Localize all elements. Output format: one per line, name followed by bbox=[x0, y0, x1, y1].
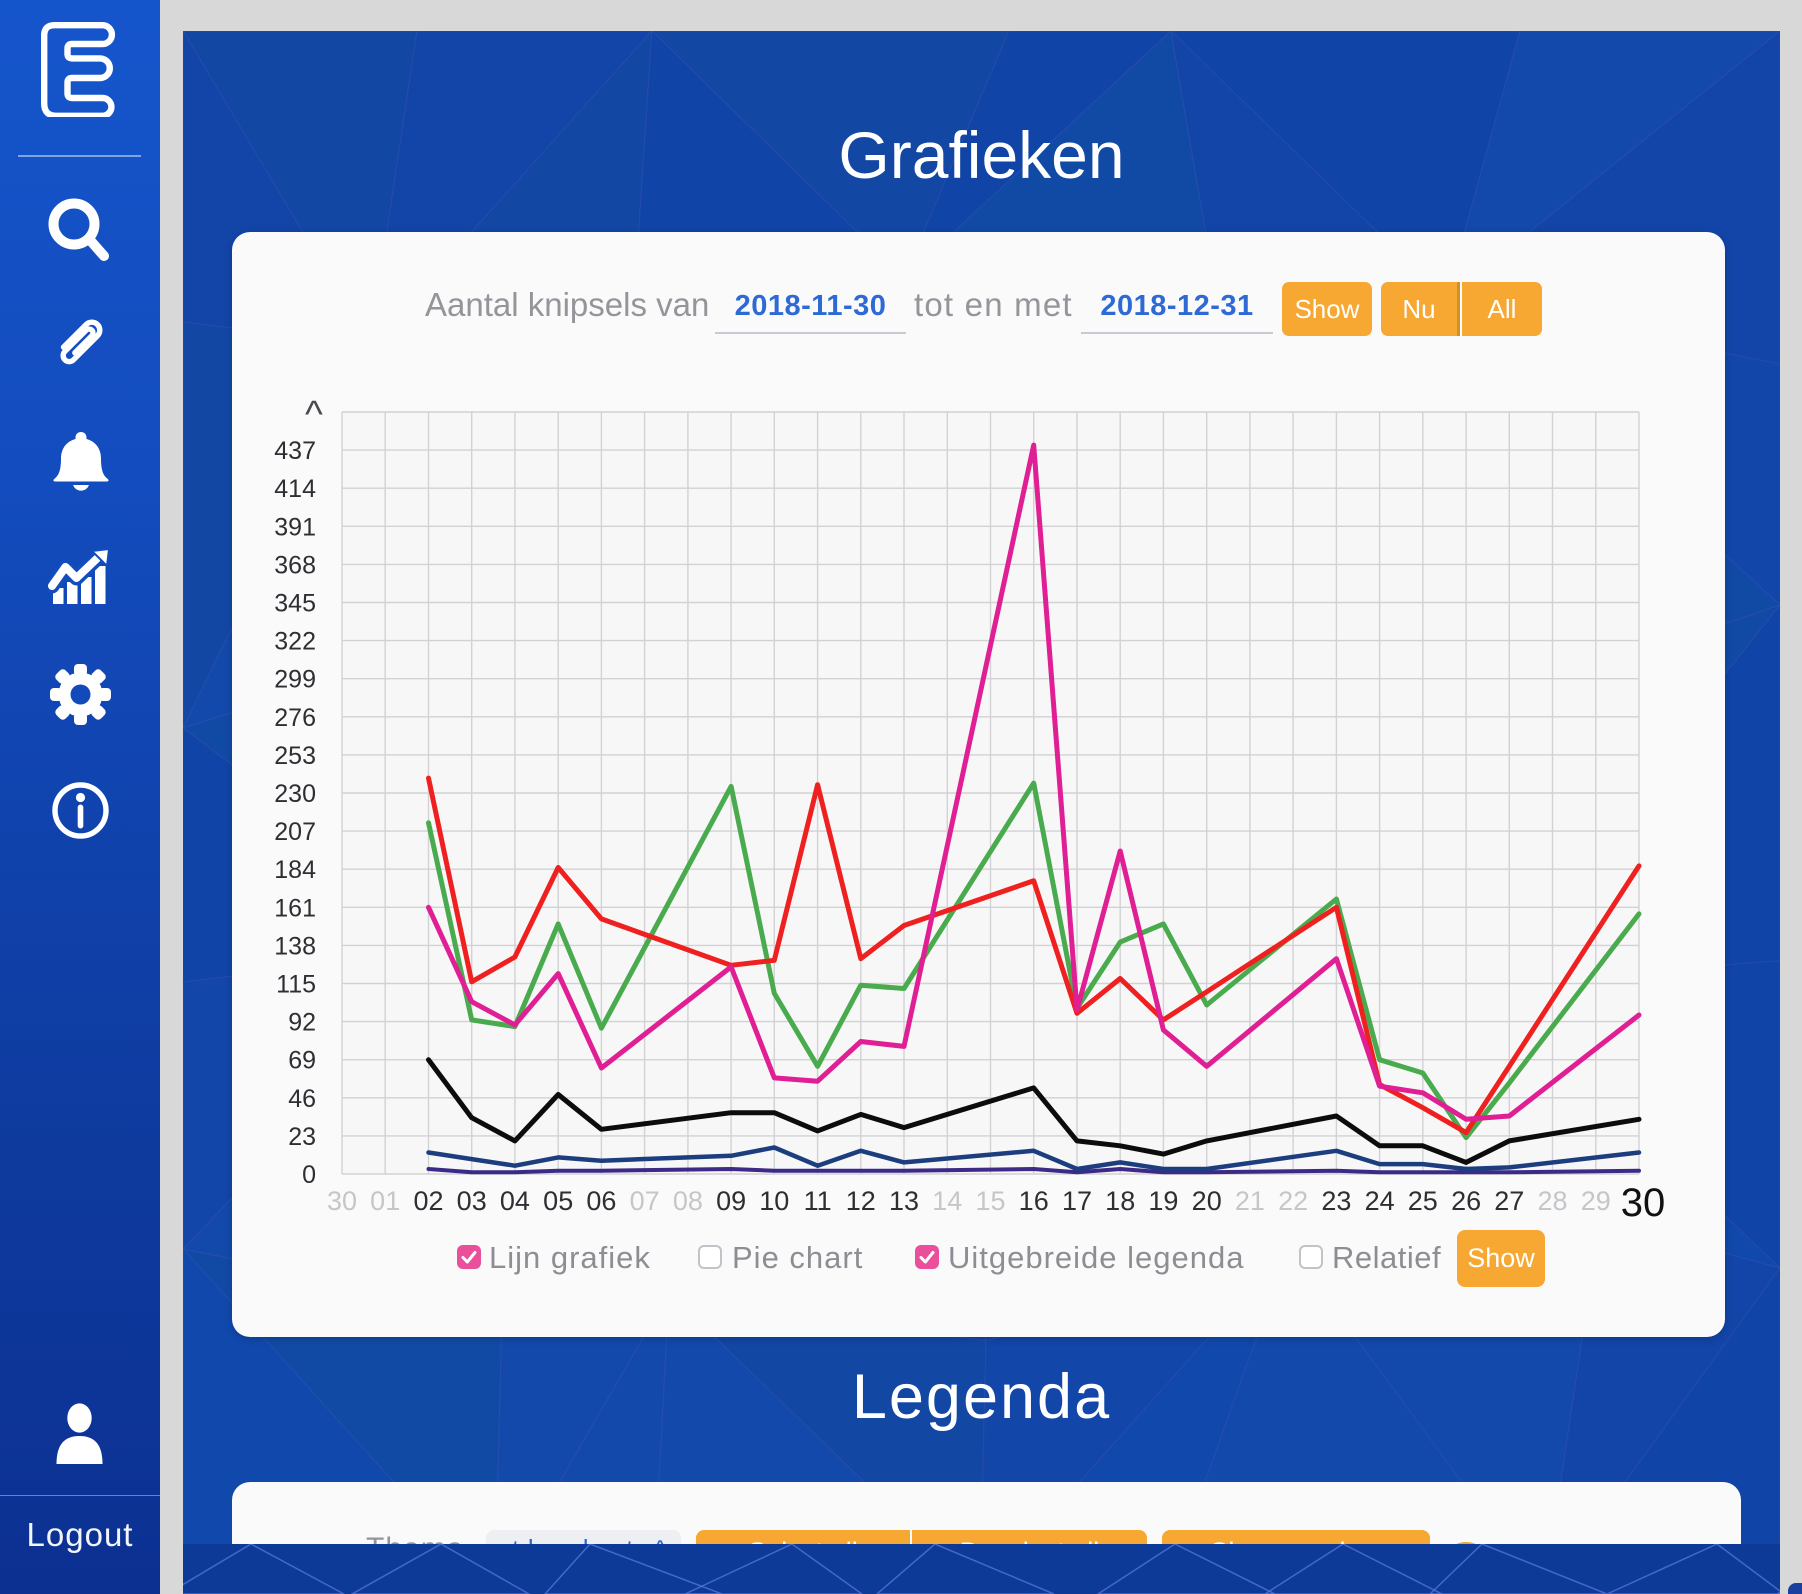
svg-text:21: 21 bbox=[1235, 1186, 1265, 1216]
svg-text:184: 184 bbox=[274, 856, 316, 884]
svg-text:19: 19 bbox=[1148, 1186, 1178, 1216]
svg-text:276: 276 bbox=[274, 704, 316, 732]
svg-text:115: 115 bbox=[276, 971, 316, 999]
svg-text:10: 10 bbox=[759, 1186, 789, 1216]
svg-text:23: 23 bbox=[1321, 1186, 1351, 1216]
svg-text:322: 322 bbox=[274, 628, 316, 656]
svg-text:69: 69 bbox=[288, 1047, 316, 1075]
svg-text:13: 13 bbox=[889, 1186, 919, 1216]
svg-text:03: 03 bbox=[457, 1186, 487, 1216]
svg-text:12: 12 bbox=[846, 1186, 876, 1216]
svg-text:27: 27 bbox=[1494, 1186, 1524, 1216]
svg-text:24: 24 bbox=[1365, 1186, 1395, 1216]
svg-text:22: 22 bbox=[1278, 1186, 1308, 1216]
svg-text:161: 161 bbox=[274, 894, 316, 922]
svg-text:25: 25 bbox=[1408, 1186, 1438, 1216]
svg-text:04: 04 bbox=[500, 1186, 530, 1216]
svg-text:01: 01 bbox=[370, 1186, 400, 1216]
svg-text:230: 230 bbox=[274, 780, 316, 808]
svg-text:207: 207 bbox=[274, 818, 316, 846]
svg-text:138: 138 bbox=[274, 932, 316, 960]
svg-text:14: 14 bbox=[932, 1186, 962, 1216]
svg-text:253: 253 bbox=[274, 742, 316, 770]
svg-text:29: 29 bbox=[1581, 1186, 1611, 1216]
svg-text:368: 368 bbox=[274, 551, 316, 579]
svg-text:18: 18 bbox=[1105, 1186, 1135, 1216]
svg-text:26: 26 bbox=[1451, 1186, 1481, 1216]
svg-text:07: 07 bbox=[630, 1186, 660, 1216]
svg-text:15: 15 bbox=[975, 1186, 1005, 1216]
svg-text:06: 06 bbox=[586, 1186, 616, 1216]
svg-text:17: 17 bbox=[1062, 1186, 1092, 1216]
svg-text:30: 30 bbox=[1621, 1181, 1666, 1225]
svg-text:391: 391 bbox=[274, 513, 316, 541]
svg-text:02: 02 bbox=[413, 1186, 443, 1216]
svg-text:30: 30 bbox=[327, 1186, 357, 1216]
svg-text:414: 414 bbox=[274, 475, 316, 503]
svg-text:299: 299 bbox=[274, 666, 316, 694]
svg-text:08: 08 bbox=[673, 1186, 703, 1216]
svg-text:0: 0 bbox=[302, 1161, 316, 1189]
svg-text:345: 345 bbox=[274, 590, 316, 618]
svg-text:05: 05 bbox=[543, 1186, 573, 1216]
svg-text:92: 92 bbox=[288, 1009, 316, 1037]
svg-text:28: 28 bbox=[1537, 1186, 1567, 1216]
svg-text:23: 23 bbox=[288, 1123, 316, 1151]
svg-text:46: 46 bbox=[288, 1085, 316, 1113]
svg-text:16: 16 bbox=[1019, 1186, 1049, 1216]
svg-text:^: ^ bbox=[305, 394, 323, 436]
svg-text:09: 09 bbox=[716, 1186, 746, 1216]
svg-text:11: 11 bbox=[804, 1186, 832, 1216]
svg-text:437: 437 bbox=[274, 437, 316, 465]
svg-text:20: 20 bbox=[1192, 1186, 1222, 1216]
